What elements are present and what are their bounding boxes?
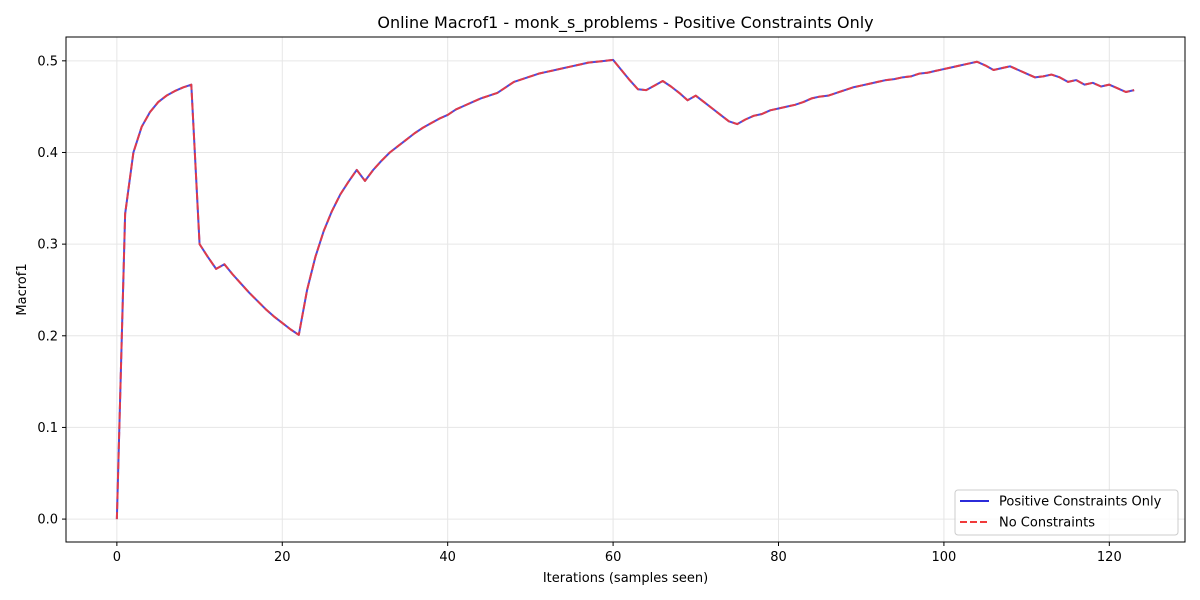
y-tick-label: 0.1 [37, 421, 58, 436]
x-axis: 0 20 40 60 80 100 120 [113, 542, 1122, 565]
x-tick-label: 40 [439, 550, 456, 565]
x-tick-label: 20 [274, 550, 291, 565]
grid-lines [66, 37, 1185, 542]
legend: Positive Constraints Only No Constraints [954, 489, 1179, 536]
x-tick-label: 0 [113, 550, 121, 565]
plot-area-frame [65, 36, 1186, 543]
y-axis-title: Macrof1 [15, 263, 30, 315]
x-tick-label: 80 [770, 550, 787, 565]
x-tick-label: 60 [605, 550, 622, 565]
legend-label: Positive Constraints Only [999, 495, 1162, 510]
x-tick-label: 100 [932, 550, 957, 565]
legend-label: No Constraints [999, 516, 1095, 531]
y-tick-label: 0.4 [37, 146, 58, 161]
legend-box [954, 489, 1179, 536]
y-tick-label: 0.5 [37, 54, 58, 69]
x-axis-title: Iterations (samples seen) [543, 571, 708, 586]
series-lines [115, 58, 1135, 520]
y-axis: 0.0 0.1 0.2 0.3 0.4 0.5 [37, 54, 66, 528]
series-line-no-constraints [115, 58, 1135, 520]
chart-title: Online Macrof1 - monk_s_problems - Posit… [377, 13, 873, 33]
x-tick-label: 120 [1097, 550, 1122, 565]
y-tick-label: 0.3 [37, 238, 58, 253]
y-tick-label: 0.0 [37, 513, 58, 528]
y-tick-label: 0.2 [37, 329, 58, 344]
